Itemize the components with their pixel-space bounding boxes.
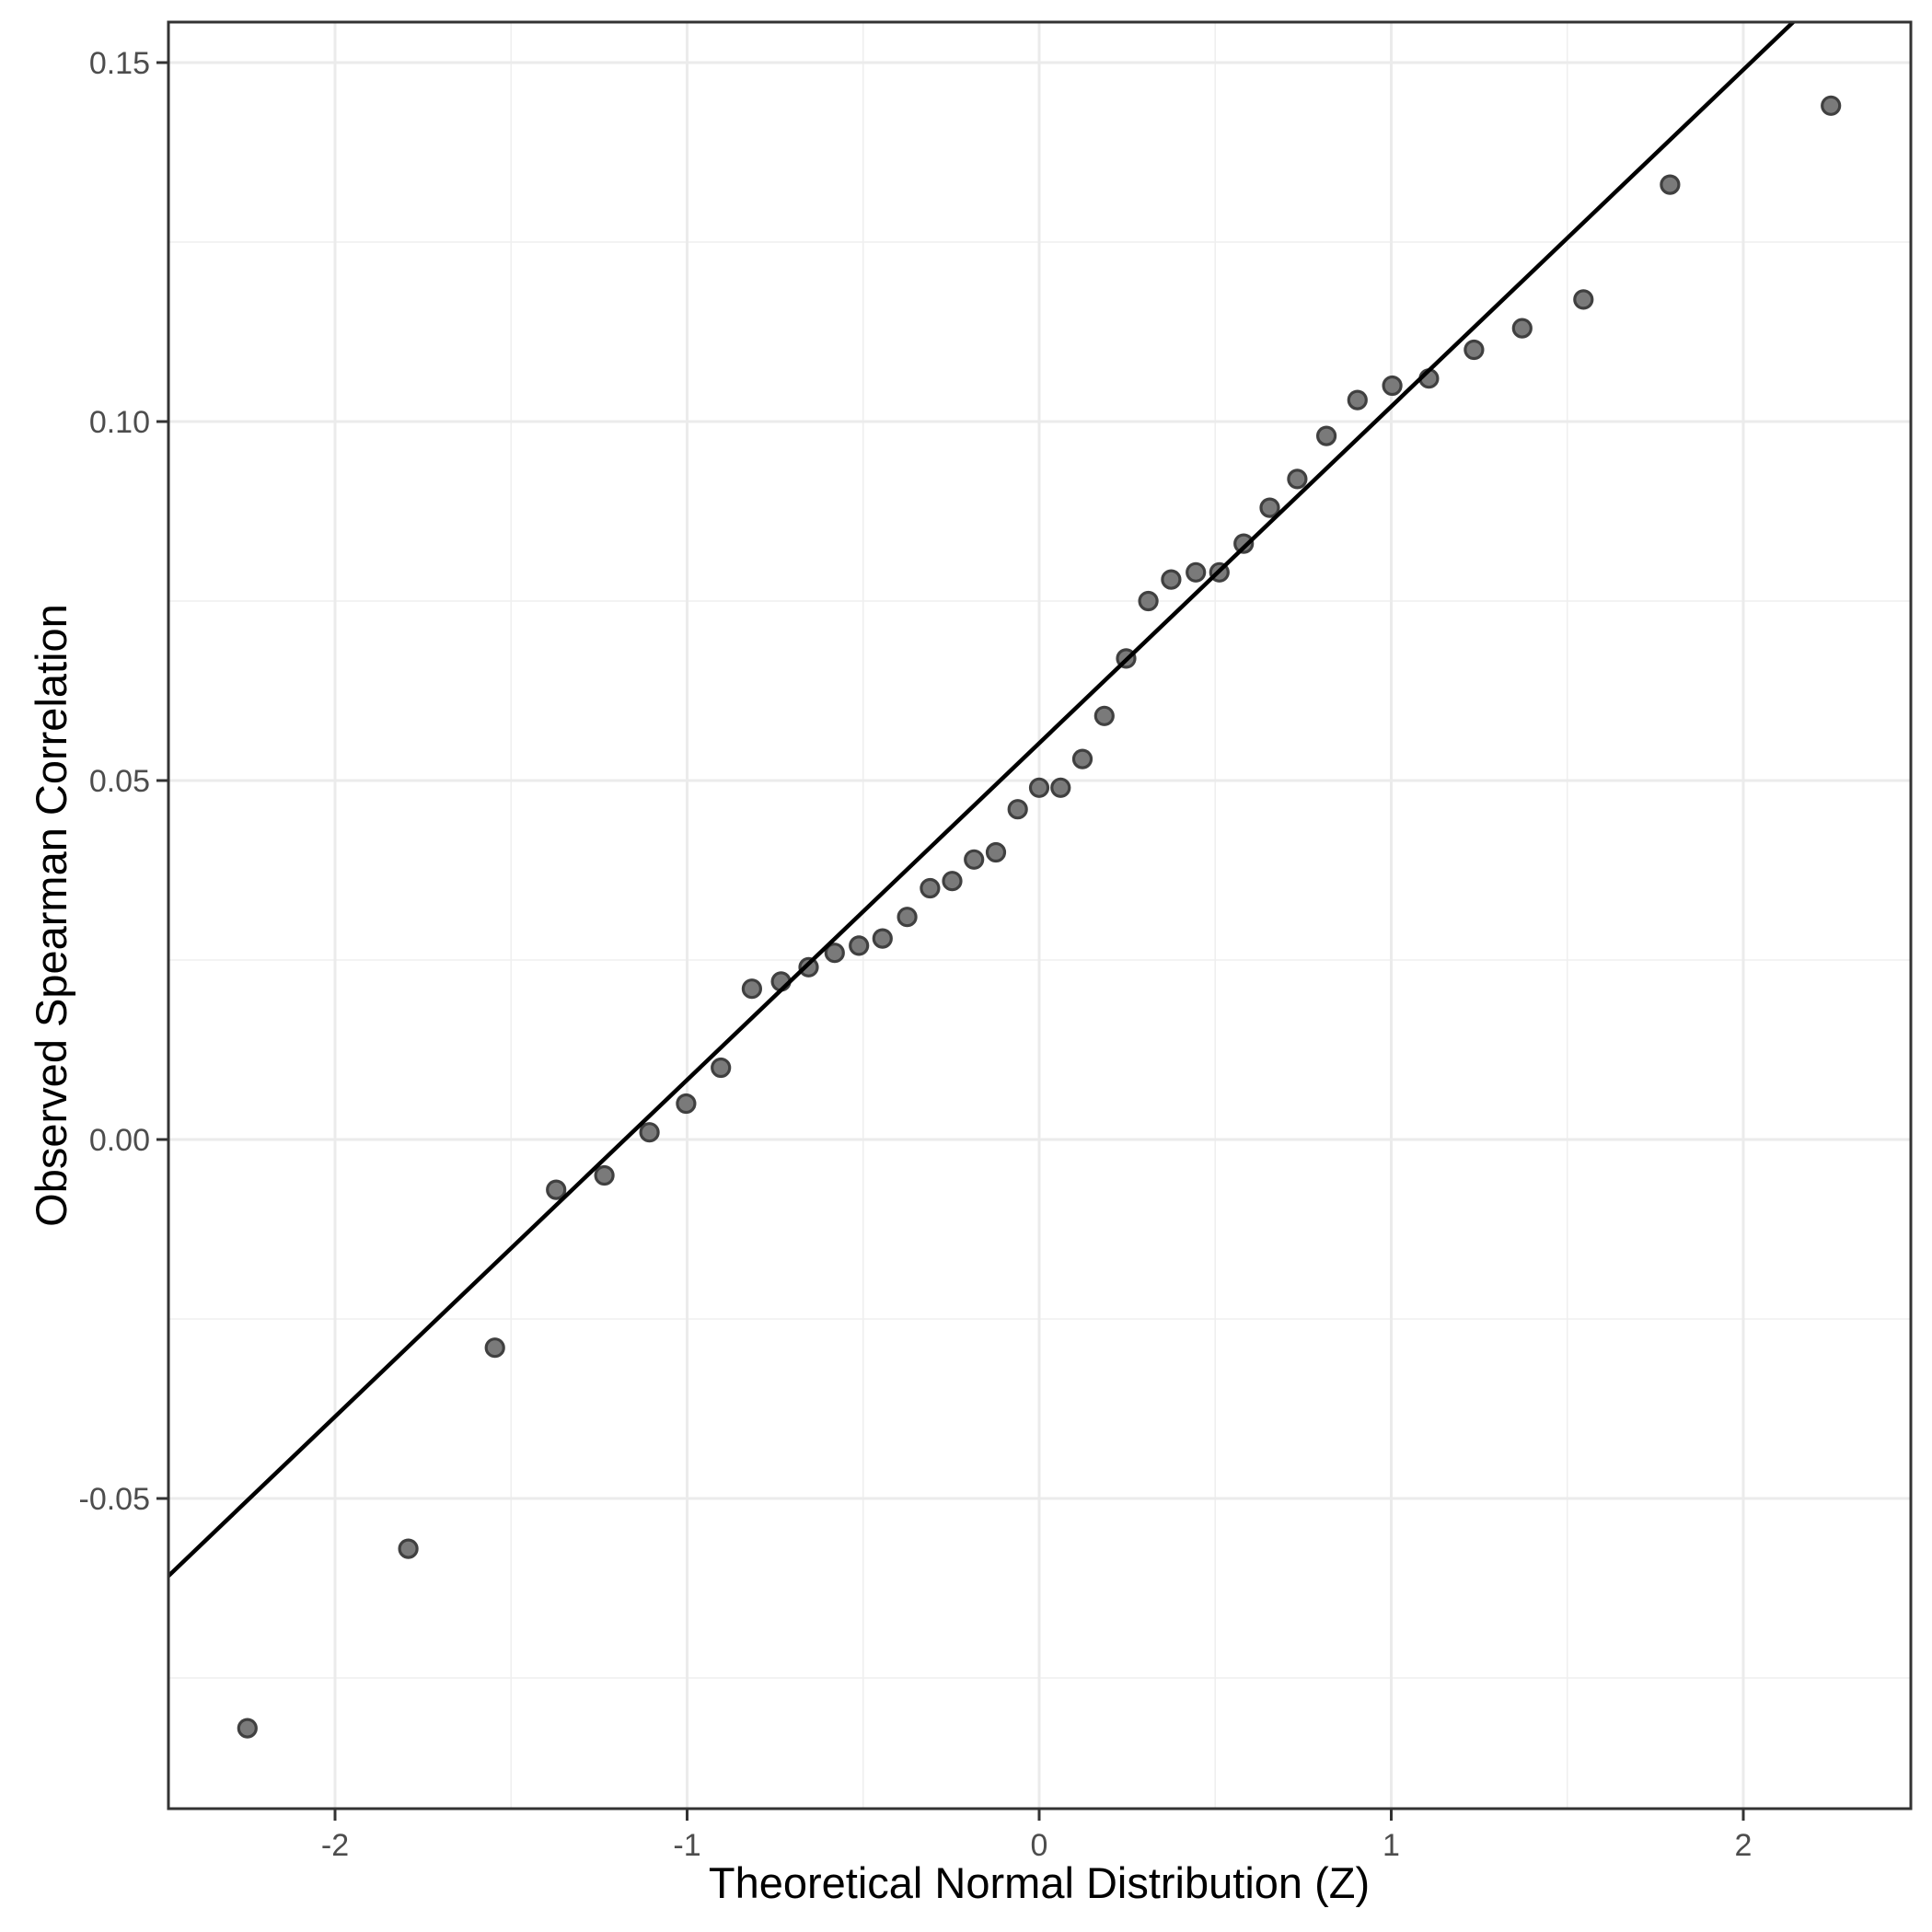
data-point (398, 1538, 419, 1559)
x-tick-label: -1 (673, 1828, 700, 1863)
data-point (798, 956, 819, 978)
x-tick-labels: -2 -1 0 1 2 (321, 1828, 1753, 1863)
data-point (942, 871, 963, 892)
x-axis: -2 -1 0 1 2 Theoretical Normal Distribution … (321, 1809, 1753, 1907)
data-point (1821, 95, 1842, 116)
scatter-points-layer (237, 95, 1842, 1739)
y-tick-label: 0.15 (89, 46, 150, 81)
data-point (1233, 533, 1255, 554)
data-point (711, 1057, 732, 1079)
y-axis-title: Observed Spearman Correlation (27, 604, 75, 1227)
data-point (1186, 561, 1207, 583)
data-point (1259, 497, 1280, 518)
y-tick-labels: 0.15 0.10 0.05 0.00 -0.05 (79, 46, 151, 1517)
data-point (594, 1164, 615, 1186)
data-point (1347, 389, 1368, 411)
data-point (1660, 174, 1681, 195)
grid-major-lines (168, 22, 1911, 1809)
x-tick-label: 1 (1382, 1828, 1400, 1863)
data-point (1315, 425, 1337, 446)
qq-reference-line (168, 22, 1797, 1578)
data-point (920, 877, 941, 899)
y-tick-label: 0.05 (89, 764, 150, 799)
data-point (741, 978, 763, 1000)
data-point (1161, 569, 1182, 590)
y-axis: 0.15 0.10 0.05 0.00 -0.05 Observed Spearman … (27, 46, 168, 1517)
data-point (546, 1179, 567, 1200)
data-point (1050, 777, 1071, 798)
data-point (1511, 318, 1533, 339)
data-point (484, 1337, 505, 1359)
y-tick-marks (156, 61, 168, 1500)
data-point (1573, 289, 1594, 310)
data-point (237, 1718, 258, 1739)
data-point (985, 841, 1007, 863)
data-point (1007, 799, 1028, 820)
data-point (1093, 705, 1115, 726)
x-tick-label: -2 (321, 1828, 349, 1863)
plot-panel (167, 20, 1913, 1811)
x-tick-marks (333, 1809, 1745, 1821)
data-point (849, 935, 870, 956)
y-tick-label: -0.05 (79, 1482, 151, 1517)
x-tick-label: 2 (1735, 1828, 1753, 1863)
data-point (1028, 777, 1050, 798)
data-point (1463, 339, 1485, 361)
data-point (1287, 469, 1308, 490)
data-point (1382, 375, 1403, 397)
data-point (1138, 590, 1159, 612)
x-tick-label: 0 (1031, 1828, 1048, 1863)
data-point (964, 849, 985, 870)
data-point (676, 1093, 697, 1115)
data-point (897, 907, 918, 928)
data-point (872, 928, 893, 949)
y-tick-label: 0.00 (89, 1123, 150, 1158)
y-tick-label: 0.10 (89, 405, 150, 440)
data-point (824, 943, 845, 964)
data-point (1071, 748, 1093, 769)
data-point (639, 1122, 660, 1143)
x-axis-title: Theoretical Normal Distribution (Z) (709, 1858, 1370, 1907)
